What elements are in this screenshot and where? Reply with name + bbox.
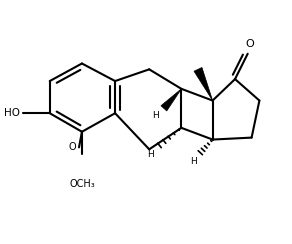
Text: O: O: [245, 39, 254, 49]
Text: OCH₃: OCH₃: [69, 179, 95, 189]
Text: H: H: [152, 111, 159, 120]
Polygon shape: [194, 68, 213, 101]
Text: H: H: [190, 156, 197, 165]
Text: O: O: [68, 142, 76, 152]
Text: HO: HO: [4, 108, 20, 118]
Text: H: H: [147, 150, 154, 159]
Polygon shape: [161, 89, 181, 111]
